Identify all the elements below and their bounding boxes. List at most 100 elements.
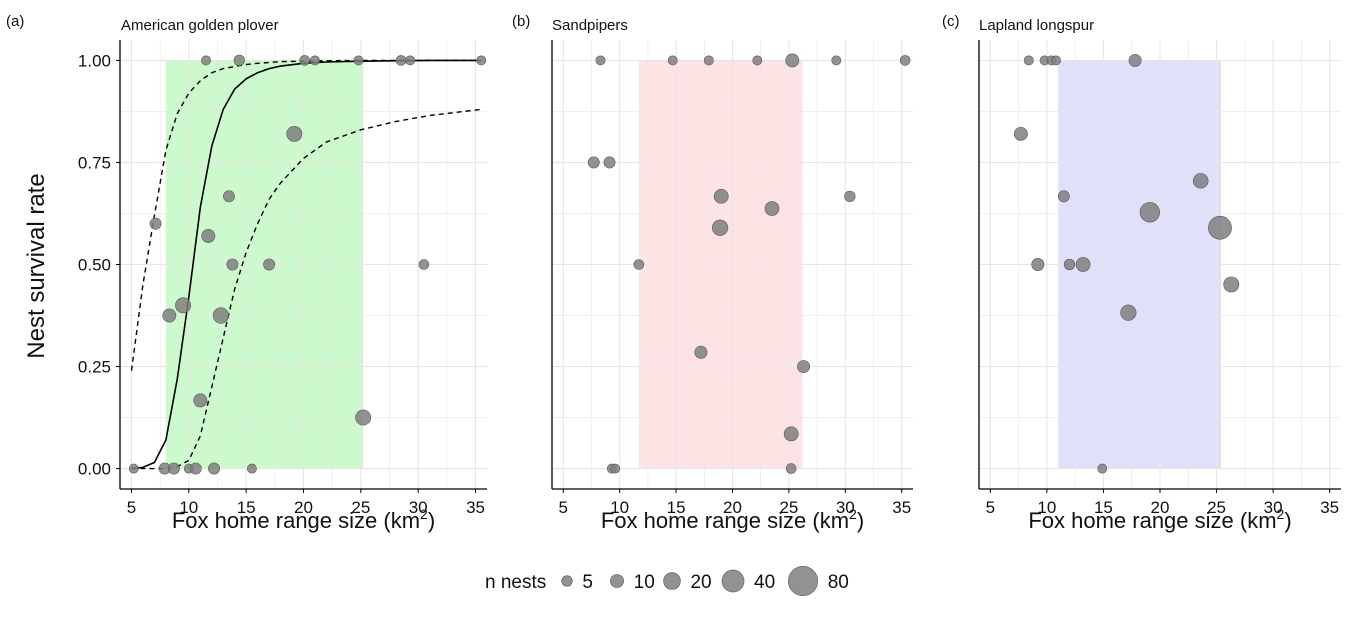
legend-key-circle	[787, 565, 819, 597]
x-tick-label: 10	[179, 498, 198, 517]
data-point	[246, 463, 257, 474]
data-point	[395, 55, 407, 66]
data-point	[899, 55, 911, 66]
x-tick-labels: 5 10 15 20 25 30 35	[127, 489, 485, 517]
data-point	[201, 229, 216, 243]
x-tick-label: 35	[1320, 498, 1339, 517]
x-tick-labels: 5 10 15 20 25 30 35	[559, 489, 911, 517]
panel-label: (c)	[942, 13, 960, 30]
panel-title: American golden plover	[121, 17, 279, 34]
data-point	[844, 190, 856, 202]
data-point	[667, 55, 678, 66]
legend: n nests 5 10 20 40 80	[485, 565, 849, 597]
data-point	[785, 53, 800, 68]
panel-title: Sandpipers	[552, 17, 628, 34]
data-point	[831, 55, 842, 66]
x-tick-label: 5	[559, 498, 568, 517]
data-point	[353, 55, 364, 66]
x-tick-label: 25	[351, 498, 370, 517]
data-point	[1097, 463, 1108, 474]
x-tick-label: 35	[466, 498, 485, 517]
data-point	[1051, 55, 1061, 66]
legend-key-label: 10	[634, 572, 655, 593]
data-point	[175, 297, 192, 314]
data-point	[226, 258, 239, 271]
legend-key-circle	[561, 575, 573, 587]
x-tick-label: 30	[836, 498, 855, 517]
x-tick-label: 25	[1207, 498, 1226, 517]
panel-a: (a) American golden plover 5 10 15 20 25 30 35…	[6, 13, 487, 533]
data-point	[713, 188, 729, 204]
data-point	[603, 156, 616, 169]
panel-c: (c) Lapland longspur 5 10 15 20 25 30 35 Fox h…	[942, 13, 1341, 533]
x-tick-label: 10	[610, 498, 629, 517]
data-point	[1063, 258, 1076, 271]
x-tick-label: 25	[779, 498, 798, 517]
x-tick-label: 20	[294, 498, 313, 517]
data-point	[1208, 215, 1232, 240]
data-point	[201, 55, 211, 66]
data-point	[193, 393, 208, 408]
x-axis-title: Fox home range size (km2)	[601, 506, 864, 533]
x-tick-label: 5	[127, 498, 136, 517]
data-point	[797, 360, 811, 374]
x-axis-title: Fox home range size (km2)	[172, 506, 435, 533]
data-point	[587, 156, 600, 169]
x-tick-label: 30	[1264, 498, 1283, 517]
legend-key-label: 80	[828, 572, 849, 593]
data-point	[1075, 257, 1091, 272]
x-tick-label: 5	[986, 498, 995, 517]
data-point	[189, 462, 202, 475]
data-point	[286, 125, 303, 142]
data-point	[310, 55, 320, 66]
data-point	[208, 462, 220, 475]
data-point	[263, 258, 276, 271]
legend-key-label: 5	[582, 572, 593, 593]
y-tick-label: 0.00	[78, 460, 111, 479]
data-point	[694, 345, 708, 359]
data-point	[212, 307, 230, 324]
legend-key-circle	[721, 569, 745, 593]
y-tick-labels: 0.00 0.25 0.50 0.75 1.00	[78, 51, 120, 479]
data-point	[764, 201, 780, 216]
x-tick-label: 20	[723, 498, 742, 517]
data-point	[299, 55, 310, 66]
data-point	[595, 55, 606, 66]
data-point	[162, 308, 177, 323]
x-tick-label: 35	[892, 498, 911, 517]
legend-key-circle	[663, 572, 681, 590]
y-tick-label: 0.75	[78, 153, 111, 172]
data-point	[418, 259, 430, 270]
data-point	[1128, 53, 1142, 67]
data-point	[633, 259, 645, 270]
gridlines	[979, 40, 1341, 489]
y-tick-label: 0.50	[78, 256, 111, 275]
y-axis-title: Nest survival rate	[23, 173, 50, 358]
data-point	[1120, 304, 1137, 321]
data-point	[233, 54, 245, 67]
data-point	[1057, 190, 1070, 203]
data-points	[1013, 53, 1240, 474]
data-point	[610, 463, 621, 474]
data-point	[355, 409, 372, 426]
x-tick-label: 20	[1151, 498, 1170, 517]
data-point	[783, 426, 799, 442]
data-point	[223, 190, 235, 203]
gridlines	[552, 40, 913, 489]
x-tick-label: 15	[237, 498, 256, 517]
y-tick-label: 1.00	[78, 51, 111, 70]
data-point	[476, 55, 487, 66]
x-tick-label: 15	[1094, 498, 1113, 517]
y-tick-label: 0.25	[78, 358, 111, 377]
x-axis-title: Fox home range size (km2)	[1028, 506, 1291, 533]
panel-title: Lapland longspur	[979, 17, 1094, 34]
legend-key-label: 40	[754, 572, 775, 593]
panel-label: (a)	[6, 13, 24, 30]
legend-title: n nests	[485, 572, 546, 593]
data-point	[405, 55, 416, 66]
data-point	[1192, 173, 1209, 189]
legend-key-circle	[610, 574, 624, 588]
data-point	[752, 55, 763, 66]
data-point	[128, 463, 139, 474]
